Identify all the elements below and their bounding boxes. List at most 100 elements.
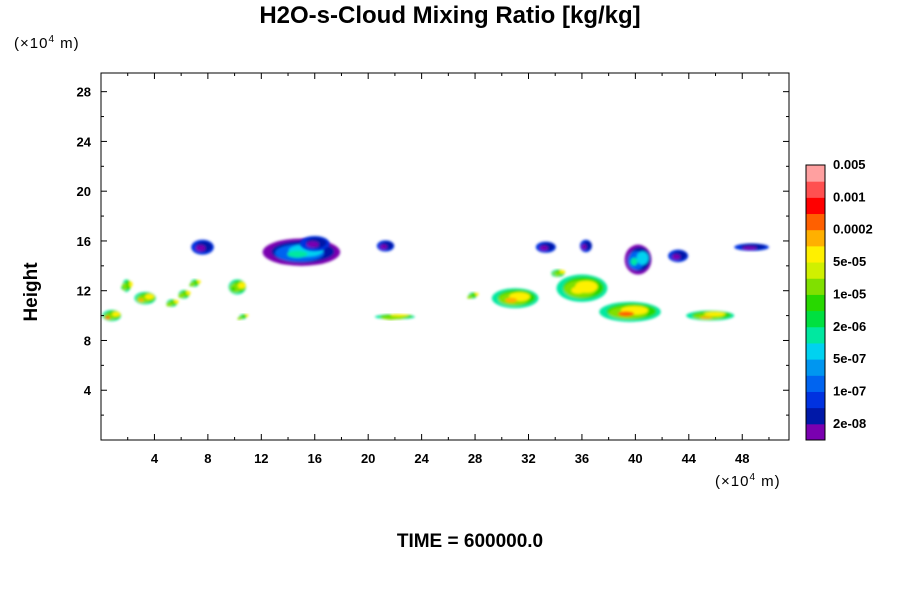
x-tick-label: 20 bbox=[361, 451, 375, 466]
colorbar-label: 1e-05 bbox=[833, 286, 866, 301]
cloud-feature bbox=[121, 279, 133, 292]
cloud-feature bbox=[189, 279, 201, 287]
time-label: TIME = 600000.0 bbox=[396, 531, 544, 552]
cloud-contour bbox=[390, 314, 409, 317]
chart-title: H2O-s-Cloud Mixing Ratio [kg/kg] bbox=[259, 2, 641, 29]
cloud-contour bbox=[703, 311, 726, 317]
colorbar-label: 0.001 bbox=[833, 189, 866, 204]
colorbar-swatch bbox=[806, 310, 825, 328]
cloud-contour bbox=[241, 314, 247, 319]
cloud-feature bbox=[237, 314, 249, 320]
cloud-contour bbox=[237, 282, 246, 289]
cloud-feature bbox=[374, 314, 415, 320]
y-tick-label: 12 bbox=[77, 284, 91, 299]
cloud-contour bbox=[189, 284, 192, 287]
cloud-feature bbox=[624, 244, 652, 275]
cloud-feature bbox=[191, 239, 214, 255]
colorbar-swatch bbox=[806, 294, 825, 312]
colorbar-swatch bbox=[806, 213, 825, 231]
cloud-field bbox=[102, 235, 769, 322]
cloud-contour bbox=[166, 304, 170, 307]
cloud-feature bbox=[467, 292, 479, 299]
cloud-contour bbox=[559, 270, 566, 274]
cloud-contour bbox=[552, 274, 556, 277]
cloud-contour bbox=[197, 280, 201, 284]
colorbar-swatch bbox=[806, 342, 825, 360]
x-tick-label: 4 bbox=[151, 451, 159, 466]
cloud-feature bbox=[734, 243, 769, 251]
cloud-contour bbox=[385, 317, 397, 320]
cloud-contour bbox=[618, 311, 634, 317]
colorbar-label: 1e-07 bbox=[833, 383, 866, 398]
cloud-contour bbox=[671, 254, 681, 260]
cloud-contour bbox=[105, 316, 111, 320]
cloud-contour bbox=[237, 317, 240, 320]
x-tick-label: 12 bbox=[254, 451, 268, 466]
colorbar-swatch bbox=[806, 229, 825, 247]
colorbar-label: 2e-08 bbox=[833, 416, 866, 431]
y-tick-label: 4 bbox=[84, 383, 92, 398]
cloud-contour bbox=[699, 316, 713, 319]
colorbar-label: 5e-07 bbox=[833, 351, 866, 366]
colorbar-swatch bbox=[806, 375, 825, 392]
cloud-contour bbox=[178, 295, 182, 298]
cloud-feature bbox=[535, 241, 556, 253]
cloud-feature bbox=[579, 239, 592, 253]
x-tick-label: 16 bbox=[308, 451, 322, 466]
x-tick-label: 32 bbox=[521, 451, 535, 466]
cloud-feature bbox=[376, 240, 395, 252]
cloud-feature bbox=[551, 269, 566, 278]
colorbar-swatch bbox=[806, 262, 825, 279]
colorbar-label: 0.005 bbox=[833, 157, 866, 172]
colorbar-swatch bbox=[806, 165, 825, 182]
cloud-contour bbox=[475, 292, 479, 296]
cloud-feature bbox=[491, 288, 539, 309]
colorbar-swatch bbox=[806, 278, 825, 295]
colorbar-swatch bbox=[806, 423, 825, 441]
colorbar-swatch bbox=[806, 197, 825, 215]
cloud-contour bbox=[581, 244, 587, 250]
cloud-contour bbox=[112, 311, 121, 317]
y-tick-label: 8 bbox=[84, 333, 91, 348]
cloud-feature bbox=[178, 290, 191, 299]
cloud-feature bbox=[102, 309, 122, 322]
cloud-contour bbox=[539, 245, 548, 251]
cloud-contour bbox=[231, 287, 236, 291]
cloud-contour bbox=[173, 299, 179, 304]
colorbar-label: 2e-06 bbox=[833, 319, 866, 334]
colorbar-frame bbox=[805, 164, 826, 441]
colorbar-swatch bbox=[806, 181, 825, 198]
cloud-contour bbox=[138, 298, 144, 302]
x-tick-label: 8 bbox=[204, 451, 211, 466]
cloud-contour bbox=[630, 257, 638, 266]
x-tick-label: 48 bbox=[735, 451, 749, 466]
cloud-contour bbox=[467, 296, 470, 299]
cloud-contour bbox=[245, 314, 249, 317]
x-tick-label: 44 bbox=[682, 451, 697, 466]
colorbar-swatch bbox=[806, 391, 825, 409]
plot-frame bbox=[100, 72, 790, 441]
cloud-contour bbox=[144, 293, 155, 300]
cloud-feature bbox=[556, 274, 608, 302]
x-tick-label: 36 bbox=[575, 451, 589, 466]
cloud-contour bbox=[636, 251, 649, 265]
cloud-contour bbox=[185, 291, 191, 295]
cloud-feature bbox=[228, 279, 246, 295]
y-tick-label: 28 bbox=[77, 85, 91, 100]
y-tick-label: 24 bbox=[77, 134, 92, 149]
cloud-contour bbox=[505, 297, 518, 303]
cloud-feature bbox=[599, 301, 661, 322]
colorbar-swatch bbox=[806, 245, 825, 263]
cloud-contour bbox=[129, 281, 133, 288]
x-tick-label: 24 bbox=[414, 451, 429, 466]
y-axis-unit: (×104 m) bbox=[14, 34, 80, 52]
colorbar-label: 5e-05 bbox=[833, 254, 866, 269]
colorbar-label: 0.0002 bbox=[833, 222, 873, 237]
y-axis: 4 8 12 16 20 24 28 bbox=[77, 85, 789, 416]
x-tick-label: 40 bbox=[628, 451, 642, 466]
cloud-feature bbox=[686, 310, 735, 321]
x-axis-unit: (×104 m) bbox=[715, 472, 781, 490]
y-tick-label: 20 bbox=[77, 184, 91, 199]
cloud-contour bbox=[742, 246, 757, 250]
